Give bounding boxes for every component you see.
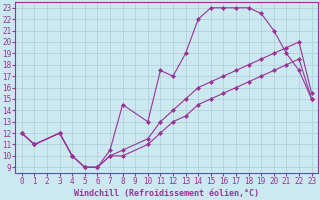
X-axis label: Windchill (Refroidissement éolien,°C): Windchill (Refroidissement éolien,°C) [74, 189, 259, 198]
